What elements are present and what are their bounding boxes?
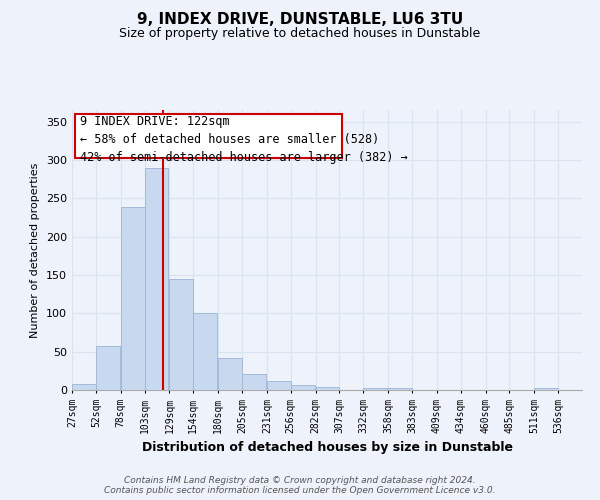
Bar — [145, 168, 169, 390]
Bar — [242, 374, 266, 390]
Bar — [121, 208, 145, 390]
Text: 9 INDEX DRIVE: 122sqm
← 58% of detached houses are smaller (528)
42% of semi-det: 9 INDEX DRIVE: 122sqm ← 58% of detached … — [80, 115, 408, 164]
Text: Size of property relative to detached houses in Dunstable: Size of property relative to detached ho… — [119, 28, 481, 40]
Text: 9, INDEX DRIVE, DUNSTABLE, LU6 3TU: 9, INDEX DRIVE, DUNSTABLE, LU6 3TU — [137, 12, 463, 28]
FancyBboxPatch shape — [75, 114, 342, 158]
Bar — [291, 386, 314, 390]
X-axis label: Distribution of detached houses by size in Dunstable: Distribution of detached houses by size … — [142, 441, 512, 454]
Bar — [218, 358, 242, 390]
Bar — [267, 381, 291, 390]
Bar — [169, 279, 193, 390]
Bar — [534, 388, 558, 390]
Bar — [363, 388, 387, 390]
Bar — [96, 346, 120, 390]
Bar — [193, 312, 217, 390]
Bar — [316, 387, 340, 390]
Y-axis label: Number of detached properties: Number of detached properties — [31, 162, 40, 338]
Text: Contains HM Land Registry data © Crown copyright and database right 2024.
Contai: Contains HM Land Registry data © Crown c… — [104, 476, 496, 495]
Bar — [388, 388, 412, 390]
Bar — [72, 384, 96, 390]
